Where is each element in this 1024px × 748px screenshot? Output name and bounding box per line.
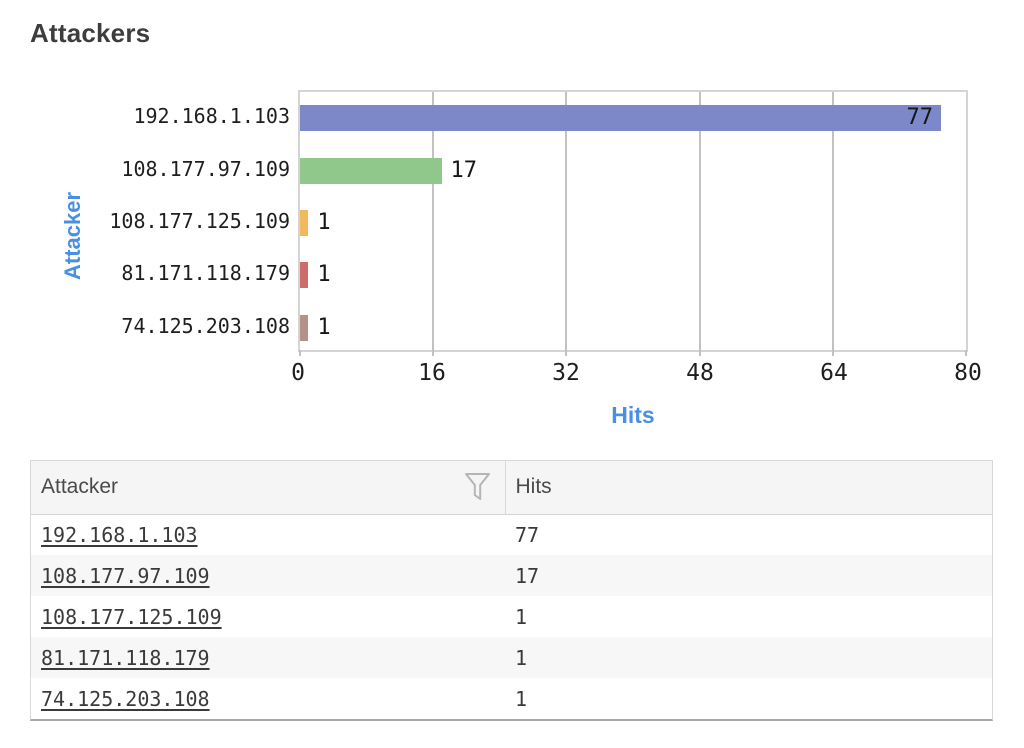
axis-tick-mark bbox=[698, 350, 701, 356]
column-header-hits-label: Hits bbox=[515, 475, 552, 499]
bar-108.177.97.109[interactable] bbox=[300, 157, 442, 184]
table-header-row: Attacker Hits bbox=[31, 461, 992, 515]
attacker-cell: 192.168.1.103 bbox=[31, 514, 505, 555]
x-tick-label: 32 bbox=[552, 360, 580, 386]
bar-192.168.1.103[interactable]: 77 bbox=[300, 105, 942, 132]
gridline bbox=[565, 92, 568, 350]
x-axis-label: Hits bbox=[611, 402, 655, 428]
table-row: 108.177.125.109 1 bbox=[31, 596, 992, 637]
gridline bbox=[698, 92, 701, 350]
bar-81.171.118.179[interactable] bbox=[300, 262, 309, 289]
attacker-link[interactable]: 81.171.118.179 bbox=[41, 645, 210, 670]
bar-74.125.203.108[interactable] bbox=[300, 314, 309, 341]
table-row: 74.125.203.108 1 bbox=[31, 678, 992, 719]
bar-value-label: 1 bbox=[317, 210, 331, 235]
attacker-link[interactable]: 108.177.97.109 bbox=[41, 563, 210, 588]
bar-row: 1 bbox=[300, 262, 966, 289]
attackers-table: Attacker Hits 192.168.1.103 77 108.177.97.… bbox=[30, 460, 993, 721]
bar-row: 77 bbox=[300, 105, 966, 132]
column-header-hits[interactable]: Hits bbox=[504, 461, 992, 515]
bar-row: 17 bbox=[300, 157, 966, 184]
attacker-link[interactable]: 192.168.1.103 bbox=[41, 522, 198, 547]
category-label: 108.177.125.109 bbox=[109, 209, 290, 233]
column-header-attacker-label: Attacker bbox=[41, 475, 119, 499]
hits-cell: 77 bbox=[515, 522, 540, 547]
axis-tick-mark bbox=[831, 350, 834, 356]
category-label: 108.177.97.109 bbox=[121, 156, 290, 181]
category-label: 74.125.203.108 bbox=[121, 313, 290, 338]
hits-cell: 17 bbox=[505, 555, 992, 596]
attacker-cell: 81.171.118.179 bbox=[31, 637, 505, 678]
table-row: 108.177.97.109 17 bbox=[31, 555, 992, 596]
attacker-link[interactable]: 74.125.203.108 bbox=[41, 686, 210, 711]
bar-value-label: 1 bbox=[317, 262, 331, 288]
hits-cell: 1 bbox=[515, 686, 528, 711]
axis-tick-mark bbox=[565, 350, 568, 356]
attacker-link[interactable]: 108.177.125.109 bbox=[41, 604, 222, 629]
attacker-cell: 74.125.203.108 bbox=[31, 678, 505, 719]
bar-value-label: 1 bbox=[317, 314, 331, 340]
x-tick-label: 80 bbox=[954, 360, 982, 386]
gridline bbox=[831, 92, 834, 350]
axis-tick-mark bbox=[965, 350, 967, 356]
bar-value-label: 17 bbox=[450, 157, 478, 183]
x-tick-label: 0 bbox=[291, 360, 305, 386]
category-label: 192.168.1.103 bbox=[133, 104, 290, 129]
attacker-cell: 108.177.125.109 bbox=[31, 596, 505, 637]
x-tick-label: 16 bbox=[418, 360, 446, 386]
hits-cell: 1 bbox=[515, 604, 528, 629]
category-labels: 192.168.1.103 108.177.97.109 108.177.125.1… bbox=[0, 90, 290, 352]
filter-icon[interactable] bbox=[464, 472, 491, 502]
bar-value-label: 77 bbox=[906, 105, 934, 131]
plot-area: 77 17 1 1 1 bbox=[298, 90, 968, 356]
hits-cell: 1 bbox=[505, 637, 992, 678]
gridline bbox=[432, 92, 435, 350]
x-tick-label: 48 bbox=[686, 360, 714, 386]
table-row: 192.168.1.103 77 bbox=[31, 514, 992, 555]
table-row: 81.171.118.179 1 bbox=[31, 637, 992, 678]
x-axis-ticks: 0 16 32 48 64 80 bbox=[291, 360, 982, 388]
axis-tick-mark bbox=[299, 350, 301, 356]
column-header-attacker[interactable]: Attacker bbox=[31, 461, 505, 515]
attacker-cell: 108.177.97.109 bbox=[31, 555, 505, 596]
axis-tick-mark bbox=[432, 350, 435, 356]
x-tick-label: 64 bbox=[820, 360, 848, 386]
bar-108.177.125.109[interactable] bbox=[300, 210, 309, 236]
page-title: Attackers bbox=[30, 18, 151, 48]
bar-row: 1 bbox=[300, 210, 966, 236]
bar-row: 1 bbox=[300, 314, 966, 341]
category-label: 81.171.118.179 bbox=[121, 261, 290, 286]
